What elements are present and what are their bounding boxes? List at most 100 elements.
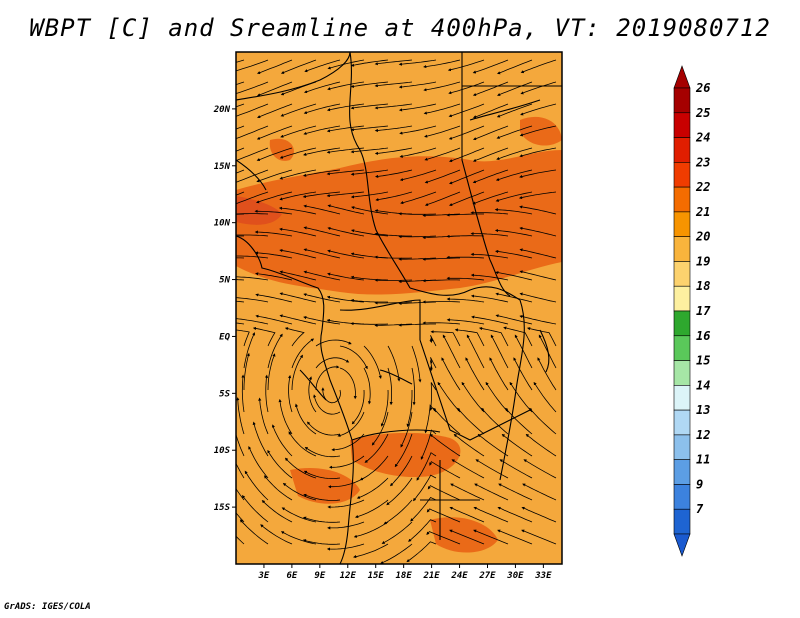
streamline	[490, 334, 509, 369]
colorbar-segment	[673, 137, 691, 163]
streamline	[236, 279, 245, 281]
wbpt-patch-se	[430, 517, 498, 553]
streamline	[446, 276, 485, 281]
streamline	[495, 314, 533, 325]
streamline	[423, 59, 461, 69]
streamline	[264, 374, 269, 413]
streamline	[331, 433, 365, 452]
streamline	[236, 81, 269, 96]
streamline	[364, 433, 389, 463]
streamline	[257, 81, 293, 97]
colorbar-label: 18	[696, 279, 710, 293]
streamline	[374, 232, 412, 237]
streamline	[257, 103, 293, 119]
streamline	[448, 103, 485, 118]
streamline	[236, 125, 269, 141]
streamline	[350, 125, 389, 132]
streamline	[472, 103, 509, 119]
streamline	[236, 169, 269, 184]
streamline	[351, 389, 365, 425]
streamline	[255, 191, 293, 204]
lon-tick-label: 21E	[422, 571, 440, 581]
streamline	[471, 315, 509, 325]
streamline	[327, 272, 365, 281]
colorbar-segment	[673, 285, 691, 312]
streamline	[236, 81, 245, 86]
streamline	[280, 125, 317, 138]
streamline	[350, 147, 389, 154]
streamline	[429, 433, 461, 457]
streamline	[441, 357, 461, 391]
streamline	[308, 376, 317, 413]
streamline	[430, 330, 461, 347]
streamline	[521, 529, 557, 545]
streamline	[470, 232, 509, 237]
streamline	[284, 457, 317, 479]
streamline	[374, 255, 413, 259]
streamline	[537, 357, 557, 391]
streamline	[350, 229, 389, 237]
lat-tick-label: 10N	[214, 219, 231, 229]
streamline	[271, 424, 293, 457]
streamline	[350, 275, 389, 281]
colorbar-segment	[673, 236, 691, 262]
streamline	[267, 449, 293, 479]
streamline	[280, 59, 317, 74]
streamline	[280, 531, 317, 545]
streamline	[278, 398, 293, 435]
lon-tick-label: 18E	[396, 571, 413, 581]
streamline	[279, 147, 317, 159]
wbpt-patch-south	[350, 432, 461, 478]
streamline	[495, 249, 533, 259]
colorbar-label: 23	[695, 155, 710, 169]
streamline	[236, 535, 245, 545]
streamline	[350, 298, 388, 303]
streamline	[354, 499, 389, 518]
streamline	[449, 529, 485, 545]
streamline	[279, 169, 317, 180]
streamline	[248, 446, 269, 479]
streamline	[520, 103, 557, 116]
streamline	[496, 147, 533, 160]
streamline	[282, 482, 317, 501]
streamline	[255, 314, 293, 325]
streamline	[371, 411, 389, 446]
streamline	[236, 257, 245, 259]
longitude-axis: 3E 6E 9E 12E 15E 18E 21E 24E 27E 30E 33E	[258, 564, 552, 581]
streamlines	[236, 59, 557, 564]
streamline	[426, 531, 461, 545]
streamline	[416, 452, 437, 481]
streamline	[337, 411, 365, 437]
streamline	[256, 125, 293, 140]
streamline	[279, 270, 317, 281]
lon-tick-label: 15E	[368, 571, 385, 581]
lon-tick-label: 30E	[506, 571, 524, 581]
streamline	[519, 205, 557, 215]
streamline	[236, 103, 245, 108]
colorbar-label: 15	[696, 354, 710, 368]
streamline	[254, 230, 293, 237]
wbpt-hot-core	[236, 196, 282, 225]
streamline	[327, 226, 365, 237]
streamline	[498, 483, 533, 501]
streamline	[448, 81, 485, 95]
streamline	[327, 204, 365, 215]
wbpt-warm-band	[236, 150, 562, 295]
streamline	[329, 455, 365, 469]
lat-tick-label: 5N	[219, 276, 230, 286]
streamline	[481, 407, 509, 435]
colorbar-label: 26	[695, 81, 710, 95]
colorbar-segment	[673, 186, 691, 213]
streamline	[497, 59, 533, 75]
streamline	[433, 407, 461, 435]
streamline	[422, 279, 461, 283]
lon-tick-label: 12E	[340, 571, 357, 581]
streamline	[505, 407, 533, 435]
lat-tick-label: 15S	[214, 503, 231, 513]
wbpt-base-field	[236, 52, 562, 564]
streamline	[387, 367, 393, 406]
colorbar-segment	[673, 360, 691, 386]
lat-tick-label: 10S	[214, 446, 231, 456]
streamline	[302, 516, 341, 523]
streamline	[294, 403, 317, 435]
